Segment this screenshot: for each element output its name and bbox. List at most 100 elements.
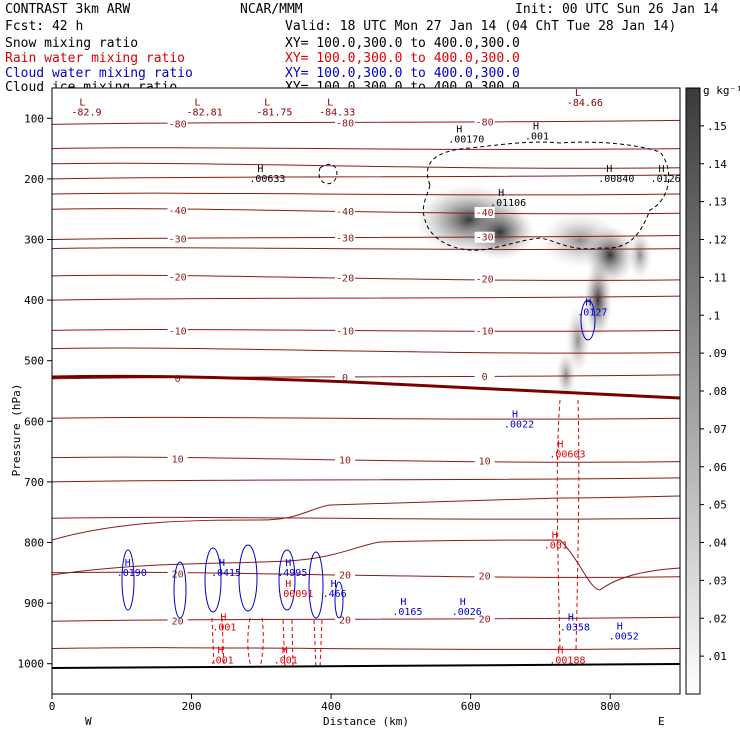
max-marker: H (282, 646, 288, 657)
y-tick-label: 300 (24, 234, 44, 247)
temperature-label: -30 (476, 233, 494, 244)
temperature-contour (52, 208, 680, 215)
temperature-contour (52, 416, 680, 420)
x-axis-east-label: E (658, 715, 665, 728)
temperature-label: 10 (339, 456, 351, 467)
max-marker: H (460, 597, 466, 608)
colorbar-tick-label: .03 (707, 574, 727, 587)
forecast-hour: Fcst: 42 h (5, 19, 83, 34)
max-value-label: .0415 (211, 568, 241, 579)
max-marker: H (218, 646, 224, 657)
temperature-label: -10 (169, 326, 187, 337)
max-value-label: .00170 (448, 135, 484, 146)
max-value-label: .0190 (117, 568, 147, 579)
field-rain-label: Rain water mixing ratio (5, 51, 185, 66)
temperature-contour (52, 119, 680, 125)
max-marker: H (498, 188, 504, 199)
temperature-contour (52, 274, 680, 281)
temperature-label: 0 (175, 374, 181, 385)
max-value-label: -81.75 (256, 107, 292, 118)
colorbar: g kg⁻¹ .01 .02 .03 .04 .05 .06 .07 .08 .09 .1 .11.… (685, 84, 740, 695)
field-snow-label: Snow mixing ratio (5, 36, 138, 51)
field-cloudwater-xy: XY= 100.0,300.0 to 400.0,300.0 (285, 66, 520, 81)
temperature-label-bg (335, 232, 356, 244)
x-axis: 0 200 400 600 800 (49, 694, 620, 713)
temperature-label-bg (474, 325, 495, 337)
temperature-contour (52, 329, 680, 332)
max-marker: L (195, 97, 201, 108)
colorbar-tick-label: .09 (707, 347, 727, 360)
temperature-contour (52, 616, 680, 622)
max-value-label: .001 (210, 656, 234, 667)
temperature-label: -40 (336, 207, 354, 218)
max-marker: H (456, 125, 462, 136)
y-tick-label: 500 (24, 355, 44, 368)
temperature-label: 20 (479, 615, 491, 626)
temperature-label-bg (167, 615, 188, 627)
max-value-label: .001 (212, 622, 236, 633)
plot-frame (51, 87, 681, 695)
temperature-contour (52, 477, 680, 483)
colorbar-tick-label: .04 (707, 537, 727, 550)
colorbar-units: g kg⁻¹ (703, 84, 740, 97)
temperature-label: 20 (172, 570, 184, 581)
plot-area: -80 -80 -80 -40 -40 -40 -30 -30 -30 -20 -20 -20 -10 -… (52, 88, 680, 694)
y-tick-label: 800 (24, 537, 44, 550)
temperature-label: -20 (336, 274, 354, 285)
temperature-label: -80 (476, 118, 494, 129)
temperature-label: -30 (169, 235, 187, 246)
colorbar-ticks: .01 .02 .03 .04 .05 .06 .07 .08 .09 .1 .11 .12 .13 .1… (700, 120, 727, 663)
temperature-label-bg (474, 570, 495, 582)
temperature-contour (52, 347, 680, 354)
model-title: CONTRAST 3km ARW (5, 2, 130, 17)
y-tick-label: 200 (24, 173, 44, 186)
temperature-label-bg (335, 569, 356, 581)
y-axis-label: Pressure (hPa) (10, 384, 23, 477)
x-tick-label: 400 (321, 700, 341, 713)
max-marker: H (285, 579, 291, 590)
temperature-label: -10 (476, 326, 494, 337)
init-time: Init: 00 UTC Sun 26 Jan 14 (515, 2, 719, 17)
max-value-label: .0026 (452, 607, 482, 618)
temperature-label-bg (474, 116, 495, 128)
temperature-label-bg (335, 325, 356, 337)
temperature-contour (52, 235, 680, 240)
freezing-level-contour (51, 374, 681, 400)
max-marker: H (400, 597, 406, 608)
temperature-label-bg (474, 455, 495, 467)
y-tick-label: 100 (24, 112, 44, 125)
max-value-label: .4995 (277, 568, 307, 579)
rain-water-contours (211, 399, 580, 669)
temperature-label-bg (167, 325, 188, 337)
max-marker: H (557, 440, 563, 451)
y-tick-label: 1000 (18, 658, 45, 671)
ground-line (51, 663, 681, 669)
y-tick-label: 400 (24, 294, 44, 307)
temperature-label-bg (335, 614, 356, 626)
max-marker: L (264, 97, 270, 108)
max-value-label: .00633 (249, 174, 285, 185)
max-marker: H (568, 612, 574, 623)
colorbar-tick-label: .02 (707, 612, 727, 625)
valid-time: Valid: 18 UTC Mon 27 Jan 14 (04 ChT Tue … (285, 19, 676, 34)
colorbar-tick-label: .11 (707, 271, 727, 284)
temperature-contour (52, 147, 680, 150)
colorbar-tick-label: .14 (707, 158, 727, 171)
temperature-contour (52, 647, 680, 650)
temperature-label-bg (167, 233, 188, 245)
max-value-label: .0126 (651, 174, 681, 185)
temperature-label: 20 (339, 615, 351, 626)
max-value-label: -82.9 (71, 107, 101, 118)
temperature-contour (52, 174, 680, 180)
max-value-label: .01106 (490, 198, 526, 209)
colorbar-tick-label: .07 (707, 423, 727, 436)
max-value-label: .00091 (277, 589, 313, 600)
field-rain-xy: XY= 100.0,300.0 to 400.0,300.0 (285, 51, 520, 66)
colorbar-ramp (685, 87, 701, 695)
max-value-label: -84.33 (319, 107, 355, 118)
temperature-label-bg (335, 454, 356, 466)
temperature-label-bg (167, 205, 188, 216)
colorbar-tick-label: .13 (707, 196, 727, 209)
temperature-label: -10 (336, 326, 354, 337)
temperature-label-bg (474, 206, 495, 218)
